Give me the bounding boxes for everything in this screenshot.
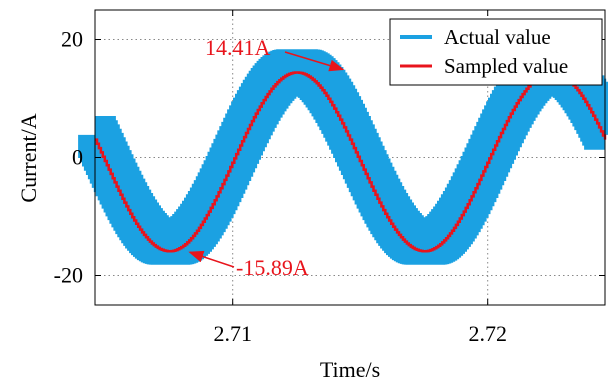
annotation-peak-max: 14.41A: [205, 35, 271, 60]
annotations: 14.41A -15.89A: [188, 35, 345, 280]
x-tick-label: 2.72: [468, 321, 507, 346]
annotation-peak-min: -15.89A: [236, 255, 309, 280]
legend-label-actual-value: Actual value: [444, 25, 551, 49]
legend-box: [389, 18, 603, 86]
legend: Actual value Sampled value: [389, 18, 603, 86]
annotation-arrow-peak-max: [284, 51, 345, 72]
legend-label-sampled-value: Sampled value: [444, 54, 568, 78]
y-tick-label: 20: [61, 27, 83, 52]
axis-ticks: 2.71 2.72 20 0 -20: [54, 10, 605, 346]
x-axis-label: Time/s: [320, 357, 380, 382]
series-layer: [78, 49, 608, 265]
y-tick-label: 0: [72, 145, 83, 170]
y-axis-label: Current/A: [16, 113, 41, 202]
annotation-arrow-peak-min: [188, 250, 235, 268]
x-tick-label: 2.71: [213, 321, 252, 346]
y-tick-label: -20: [54, 263, 83, 288]
series-sampled-value-line: [95, 71, 607, 253]
